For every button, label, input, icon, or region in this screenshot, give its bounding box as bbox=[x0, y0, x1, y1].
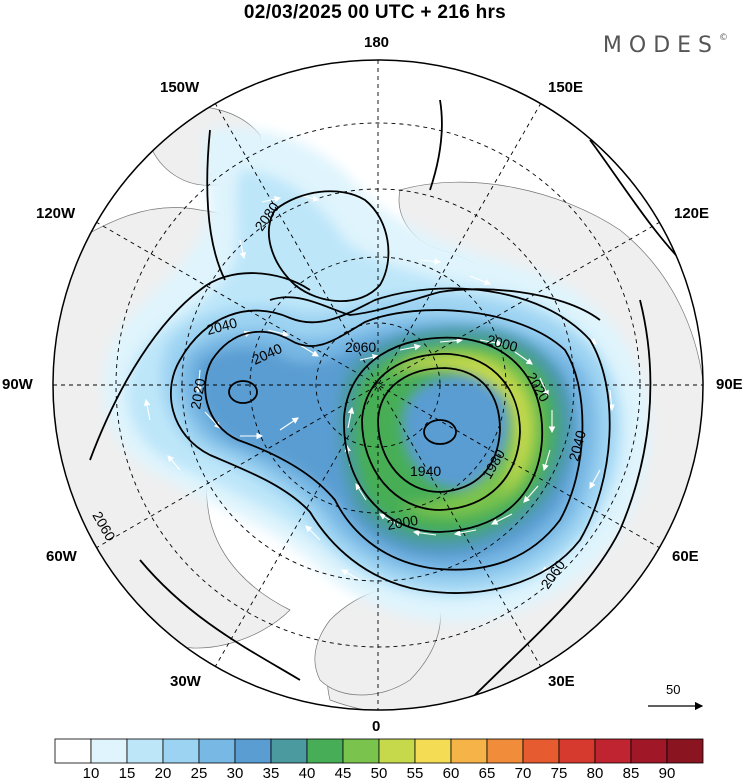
label-120e: 120E bbox=[674, 205, 710, 222]
contour-2060 bbox=[89, 272, 311, 461]
label-120w: 120W bbox=[36, 205, 76, 222]
colorbar-level-label: 65 bbox=[478, 765, 496, 782]
contour-2080-east bbox=[429, 99, 443, 191]
colorbar-level-label: 45 bbox=[334, 765, 352, 782]
shade-50 bbox=[380, 348, 543, 517]
contour-2080 bbox=[267, 190, 390, 302]
contour-1980 bbox=[361, 353, 521, 511]
contour-low-west bbox=[228, 380, 258, 404]
colorbar-swatch bbox=[54, 738, 92, 764]
colorbar-level-label: 10 bbox=[82, 765, 100, 782]
colorbar-swatch bbox=[306, 738, 344, 764]
contour-2060-east bbox=[469, 299, 652, 701]
colorbar-level-label: 15 bbox=[118, 765, 136, 782]
colorbar-level-label: 70 bbox=[514, 765, 532, 782]
contour-label: 2060 bbox=[345, 339, 376, 355]
colorbar-swatch bbox=[666, 738, 704, 764]
contour-label: 2040 bbox=[565, 428, 589, 462]
colorbar-swatch bbox=[594, 738, 632, 764]
label-90e: 90E bbox=[716, 376, 743, 393]
label-30e: 30E bbox=[548, 673, 575, 690]
colorbar-swatch bbox=[378, 738, 416, 764]
colorbar-level-label: 55 bbox=[406, 765, 424, 782]
colorbar-swatch bbox=[90, 738, 128, 764]
colorbar-level-label: 75 bbox=[550, 765, 568, 782]
contour-label: 2000 bbox=[386, 512, 420, 533]
colorbar-swatch bbox=[126, 738, 164, 764]
colorbar-level-label: 50 bbox=[370, 765, 388, 782]
label-150w: 150W bbox=[160, 79, 200, 96]
label-90w: 90W bbox=[2, 376, 33, 393]
colorbar-swatch bbox=[198, 738, 236, 764]
contour-2060-inner bbox=[269, 288, 601, 321]
colorbar-swatch bbox=[450, 738, 488, 764]
colorbar-level-label: 20 bbox=[154, 765, 172, 782]
contour-2060-south bbox=[139, 559, 301, 681]
colorbar-level-label: 35 bbox=[262, 765, 280, 782]
reference-vector: 50 bbox=[648, 682, 704, 711]
label-150e: 150E bbox=[548, 79, 584, 96]
contour-label: 2000 bbox=[485, 331, 519, 355]
polar-map: 2080 2060 2040 2040 2020 2000 2020 1980 … bbox=[52, 59, 704, 711]
colorbar-swatch bbox=[414, 738, 452, 764]
brand-logo: MODES© bbox=[602, 33, 728, 58]
contour-2020 bbox=[204, 309, 584, 571]
height-contours bbox=[89, 99, 691, 701]
contour-1940 bbox=[423, 419, 457, 445]
contour-label: 2020 bbox=[187, 377, 208, 411]
colorbar-swatch bbox=[162, 738, 200, 764]
contour-2080-outer bbox=[206, 129, 226, 281]
map-boundary bbox=[52, 59, 704, 711]
colorbar-level-label: 85 bbox=[622, 765, 640, 782]
colorbar-level-label: 25 bbox=[190, 765, 208, 782]
label-180: 180 bbox=[364, 34, 390, 51]
contour-label: 2040 bbox=[205, 314, 239, 338]
label-60e: 60E bbox=[672, 548, 699, 565]
colorbar-swatch bbox=[486, 738, 524, 764]
map-title: 02/03/2025 00 UTC + 216 hrs bbox=[243, 2, 507, 23]
colorbar-level-label: 60 bbox=[442, 765, 460, 782]
label-60w: 60W bbox=[46, 548, 77, 565]
shade-55 bbox=[395, 355, 532, 495]
colorbar-swatch bbox=[270, 738, 308, 764]
colorbar-level-label: 90 bbox=[658, 765, 676, 782]
colorbar-swatch bbox=[630, 738, 668, 764]
label-30w: 30W bbox=[170, 673, 201, 690]
contour-1960 bbox=[377, 367, 501, 493]
colorbar-level-label: 80 bbox=[586, 765, 604, 782]
colorbar-swatch bbox=[234, 738, 272, 764]
contour-2040 bbox=[169, 287, 611, 594]
colorbar-level-label: 40 bbox=[298, 765, 316, 782]
contour-2000 bbox=[343, 336, 544, 533]
colorbar bbox=[54, 738, 704, 764]
colorbar-swatch bbox=[522, 738, 560, 764]
label-0: 0 bbox=[372, 718, 381, 735]
colorbar-swatch bbox=[342, 738, 380, 764]
reference-vector-label: 50 bbox=[666, 682, 680, 697]
colorbar-level-label: 30 bbox=[226, 765, 244, 782]
map-disk: 2080 2060 2040 2040 2020 2000 2020 1980 … bbox=[53, 60, 703, 710]
colorbar-swatch bbox=[558, 738, 596, 764]
contour-label: 1940 bbox=[410, 463, 441, 479]
